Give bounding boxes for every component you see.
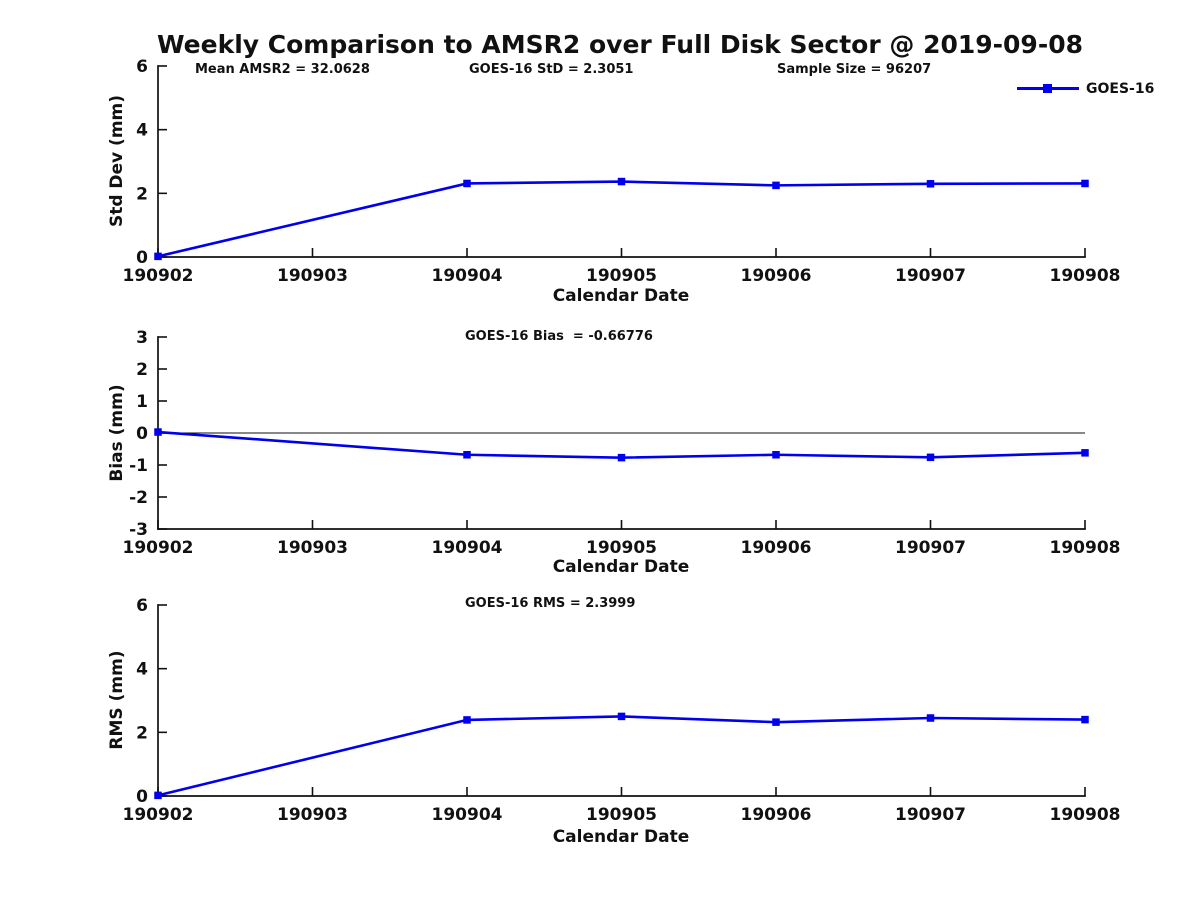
data-point-marker <box>926 453 935 462</box>
x-tick-label: 190908 <box>1050 266 1121 286</box>
legend-square-marker-icon <box>1043 84 1052 93</box>
y-tick-label: 4 <box>136 121 148 141</box>
annotation-sample-size: Sample Size = 96207 <box>777 62 932 77</box>
rms-plot: 0 2 4 6 190902 190903 190904 190905 190906 190907… <box>123 596 1121 825</box>
data-point-marker <box>463 451 471 459</box>
x-tick-label: 190908 <box>1050 538 1121 558</box>
y-tick-label: 3 <box>136 328 148 348</box>
y-tick-label: 2 <box>136 723 148 743</box>
x-tick-label: 190907 <box>895 266 966 286</box>
annotation-goes16-rms: GOES-16 RMS = 2.3999 <box>465 596 636 611</box>
y-tick-label: 2 <box>136 360 148 380</box>
data-point-marker <box>154 428 162 436</box>
x-tick-label: 190905 <box>586 538 657 558</box>
x-tick-label: 190902 <box>123 266 194 286</box>
data-point-marker <box>617 712 626 721</box>
figure-title: Weekly Comparison to AMSR2 over Full Dis… <box>156 30 1083 59</box>
x-tick-label: 190903 <box>277 266 348 286</box>
data-point-marker <box>617 177 626 186</box>
data-point-marker <box>1081 179 1089 188</box>
data-point-marker <box>463 716 471 724</box>
data-point-marker <box>154 252 162 261</box>
y-tick-label: 0 <box>136 787 148 807</box>
stddev-x-axis-label: Calendar Date <box>552 286 690 306</box>
data-point-marker <box>772 718 780 726</box>
data-line-goes-16 <box>157 715 1086 797</box>
x-tick-label: 190903 <box>277 538 348 558</box>
x-tick-label: 190906 <box>741 805 812 825</box>
rms-x-axis-label: Calendar Date <box>552 827 690 847</box>
x-tick-label: 190902 <box>123 538 194 558</box>
data-point-marker <box>772 451 780 459</box>
x-tick-label: 190904 <box>432 538 503 558</box>
legend-label: GOES-16 <box>1086 81 1155 97</box>
y-tick-label: 6 <box>136 57 148 77</box>
x-tick-label: 190904 <box>432 805 503 825</box>
data-point-marker <box>1081 449 1089 457</box>
y-tick-label: 2 <box>136 184 148 204</box>
x-tick-label: 190904 <box>432 266 503 286</box>
data-point-marker <box>463 179 471 188</box>
x-tick-label: 190903 <box>277 805 348 825</box>
std-dev-plot: 0 2 4 6 190902 190903 190904 190905 190906 190907… <box>123 57 1121 286</box>
y-tick-label: 6 <box>136 596 148 616</box>
x-tick-label: 190902 <box>123 805 194 825</box>
data-point-marker <box>154 791 162 800</box>
data-line-goes-16 <box>157 180 1086 258</box>
annotation-mean-amsr2: Mean AMSR2 = 32.0628 <box>195 62 370 77</box>
data-line-goes-16 <box>157 430 1086 459</box>
y-tick-label: -1 <box>129 456 148 476</box>
annotation-goes16-bias: GOES-16 Bias = -0.66776 <box>465 329 653 344</box>
data-point-marker <box>772 181 780 190</box>
data-point-marker <box>617 453 626 462</box>
bias-plot: -3 -2 -1 0 1 2 3 190902 190903 190904 190905 190906… <box>123 328 1121 558</box>
data-point-marker <box>1081 715 1089 724</box>
y-tick-label: 1 <box>136 392 148 412</box>
x-tick-label: 190908 <box>1050 805 1121 825</box>
bias-x-axis-label: Calendar Date <box>552 557 690 577</box>
y-tick-label: 0 <box>136 424 148 444</box>
y-tick-label: -3 <box>129 520 148 540</box>
x-tick-label: 190907 <box>895 805 966 825</box>
data-point-marker <box>926 180 935 188</box>
y-tick-label: 0 <box>136 248 148 268</box>
y-tick-label: -2 <box>129 488 148 508</box>
x-tick-label: 190905 <box>586 805 657 825</box>
annotation-goes16-std: GOES-16 StD = 2.3051 <box>469 62 634 77</box>
y-tick-label: 4 <box>136 660 148 680</box>
x-tick-label: 190906 <box>741 538 812 558</box>
x-tick-label: 190907 <box>895 538 966 558</box>
data-point-marker <box>926 714 935 722</box>
x-tick-label: 190906 <box>741 266 812 286</box>
x-tick-label: 190905 <box>586 266 657 286</box>
